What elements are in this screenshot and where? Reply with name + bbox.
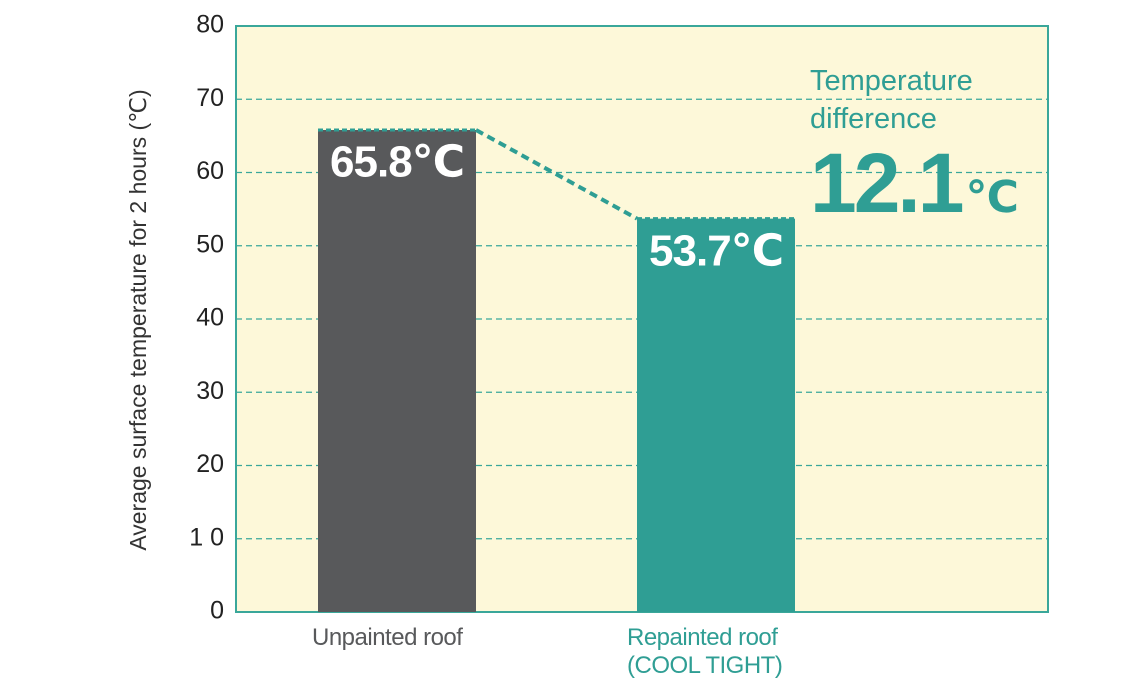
y-tick-label: 40 [196, 304, 224, 332]
y-axis-title: Average surface temperature for 2 hours … [125, 89, 151, 550]
x-tick-label: Unpainted roof [312, 624, 463, 651]
y-tick-label: 1 0 [189, 523, 224, 551]
annotation-value: 12.1 [810, 136, 964, 230]
annotation-label: Temperature difference [810, 65, 973, 135]
bar [637, 218, 795, 612]
y-tick-label: 60 [196, 157, 224, 185]
value-label: 65.8℃ [330, 138, 464, 187]
y-tick-label: 70 [196, 84, 224, 112]
bar [318, 130, 476, 612]
value-label: 53.7℃ [649, 226, 783, 275]
y-tick-label: 20 [196, 450, 224, 478]
y-tick-label: 50 [196, 230, 224, 258]
y-tick-label: 30 [196, 377, 224, 405]
annotation: Temperature difference 12.1℃ [810, 62, 1020, 228]
annotation-unit: ℃ [965, 173, 1019, 222]
x-tick-label: Repainted roof (COOL TIGHT) [627, 624, 783, 679]
annotation-value-row: 12.1℃ [810, 138, 1020, 228]
y-tick-label: 80 [196, 11, 224, 39]
y-tick-label: 0 [210, 597, 224, 625]
difference-connector [475, 128, 638, 221]
